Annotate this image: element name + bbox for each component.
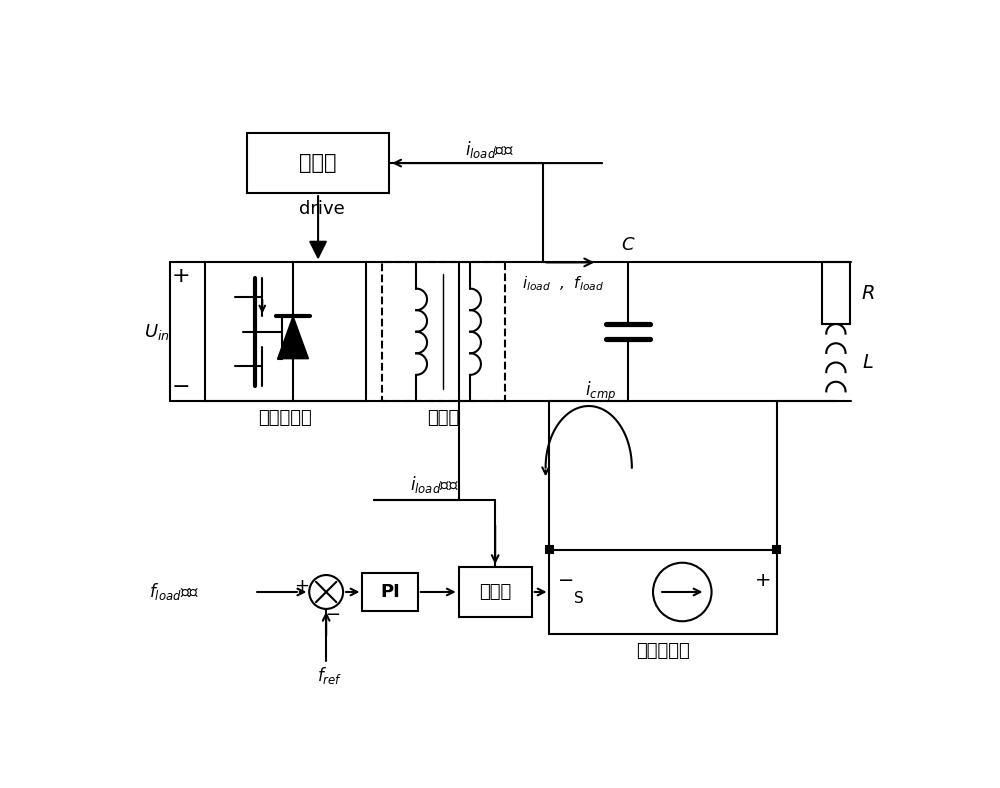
Bar — [546, 546, 553, 553]
Bar — [549, 550, 777, 634]
Text: +: + — [755, 571, 771, 590]
Text: PI: PI — [380, 583, 400, 601]
Text: R: R — [861, 284, 875, 303]
Text: −: − — [558, 571, 575, 590]
Text: $U_{in}$: $U_{in}$ — [144, 322, 170, 342]
Text: L: L — [863, 353, 874, 372]
Bar — [205, 262, 366, 401]
Text: C: C — [622, 236, 634, 255]
Text: S: S — [574, 591, 584, 606]
Text: drive: drive — [299, 199, 345, 217]
Text: 变压器: 变压器 — [427, 409, 459, 427]
Text: $f_{load}$采样: $f_{load}$采样 — [149, 582, 199, 603]
Bar — [247, 133, 389, 193]
Bar — [773, 546, 780, 553]
Text: $i_{load}$采样: $i_{load}$采样 — [410, 474, 459, 495]
Text: +: + — [172, 266, 191, 286]
Text: $i_{cmp}$: $i_{cmp}$ — [585, 380, 616, 404]
Bar — [382, 262, 505, 401]
Text: $f_{ref}$: $f_{ref}$ — [317, 664, 343, 686]
Bar — [362, 573, 418, 611]
Text: −: − — [325, 606, 340, 624]
Text: 乘法器: 乘法器 — [479, 583, 511, 601]
Bar — [459, 567, 532, 617]
Bar — [822, 262, 850, 324]
Text: $i_{load}$  ,  $f_{load}$: $i_{load}$ , $f_{load}$ — [522, 275, 604, 293]
Text: 锁相环: 锁相环 — [299, 153, 337, 173]
Text: −: − — [172, 377, 191, 397]
Text: 可控电流源: 可控电流源 — [636, 642, 690, 660]
Text: 单相逆变器: 单相逆变器 — [258, 409, 312, 427]
Text: $i_{load}$采样: $i_{load}$采样 — [465, 139, 514, 160]
Text: +: + — [294, 577, 309, 595]
Polygon shape — [278, 316, 308, 359]
